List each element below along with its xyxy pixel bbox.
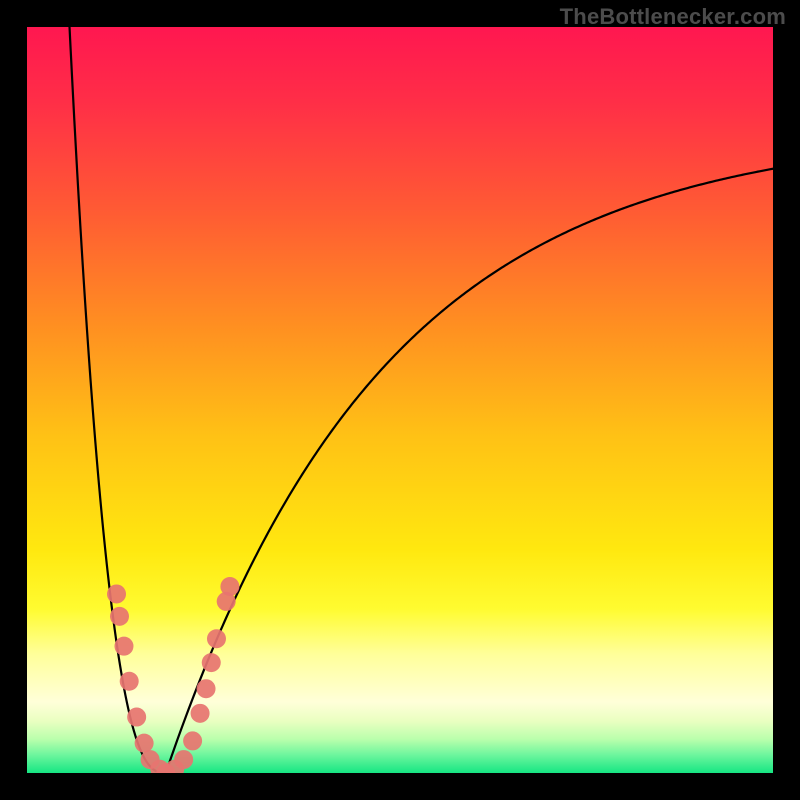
data-marker xyxy=(135,734,154,753)
data-marker xyxy=(191,704,210,723)
data-marker xyxy=(107,584,126,603)
plot-svg xyxy=(27,27,773,773)
data-marker xyxy=(174,750,193,769)
data-marker xyxy=(183,731,202,750)
data-marker xyxy=(220,577,239,596)
data-marker xyxy=(120,672,139,691)
data-marker xyxy=(110,607,129,626)
data-marker xyxy=(197,679,216,698)
gradient-background xyxy=(27,27,773,773)
chart-frame: TheBottlenecker.com xyxy=(0,0,800,800)
data-marker xyxy=(207,629,226,648)
plot-area xyxy=(27,27,773,773)
data-marker xyxy=(202,653,221,672)
data-marker xyxy=(127,708,146,727)
data-marker xyxy=(114,637,133,656)
watermark-label: TheBottlenecker.com xyxy=(560,4,786,30)
